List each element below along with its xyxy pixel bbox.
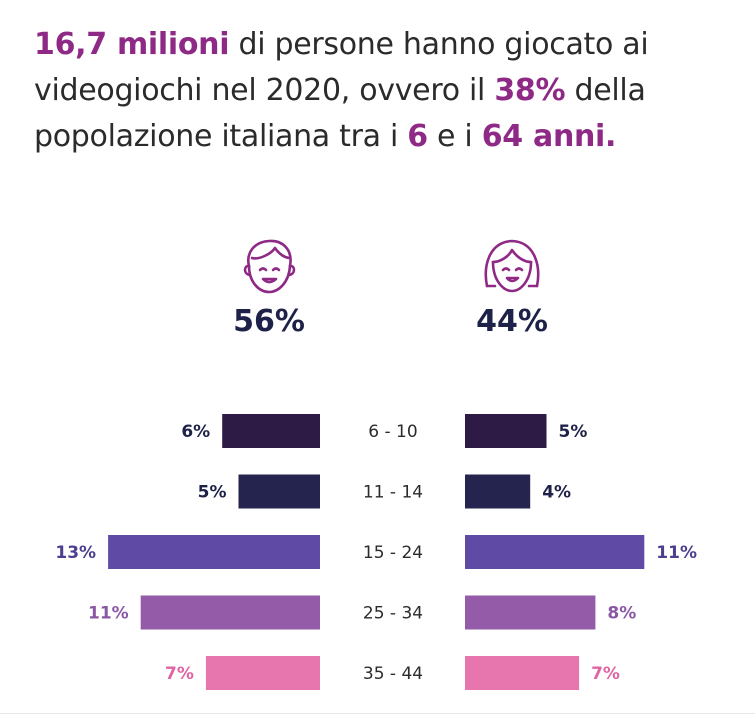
bar-label-right-0: 5%: [559, 422, 588, 442]
headline: 16,7 milioni di persone hanno giocato ai…: [34, 22, 734, 160]
bar-label-left-4: 7%: [165, 664, 194, 684]
male-percent: 56%: [233, 304, 305, 339]
age-gender-bar-chart: 6% 5% 6 - 10 5% 4% 11 - 14 13% 11% 15 - 24 11% 8% 2…: [55, 414, 697, 690]
bar-label-right-2: 11%: [656, 543, 697, 563]
bar-right-3: [465, 595, 596, 630]
category-label-0: 6 - 10: [368, 422, 417, 442]
bar-right-0: [465, 414, 547, 448]
headline-highlight-percent: 38%: [494, 73, 566, 108]
headline-highlight-max-age: 64 anni.: [481, 119, 617, 154]
headline-highlight-min-age: 6: [407, 119, 428, 154]
bar-left-1: [238, 474, 320, 509]
bar-label-right-3: 8%: [607, 604, 636, 624]
female-percent: 44%: [476, 304, 548, 339]
bar-left-0: [222, 414, 320, 448]
bottom-divider: [0, 713, 755, 714]
girl-face-icon: [484, 239, 540, 293]
bar-left-4: [205, 656, 320, 690]
bar-right-2: [465, 535, 645, 569]
headline-text-3: e i: [427, 119, 482, 154]
headline-highlight-people: 16,7 milioni: [34, 27, 230, 62]
headline-text-1: di persone hanno giocato ai videogiochi …: [34, 27, 649, 108]
bar-label-left-2: 13%: [55, 543, 96, 563]
bar-label-left-1: 5%: [198, 483, 227, 503]
bar-label-left-0: 6%: [181, 422, 210, 442]
bar-label-right-4: 7%: [591, 664, 620, 684]
bar-right-1: [465, 474, 531, 509]
bar-label-left-3: 11%: [88, 604, 129, 624]
category-label-4: 35 - 44: [363, 664, 423, 684]
headline-text-2: della popolazione italiana tra i: [34, 73, 646, 154]
bar-left-3: [140, 595, 320, 630]
category-label-1: 11 - 14: [363, 483, 423, 503]
bar-left-2: [108, 535, 320, 569]
category-label-2: 15 - 24: [363, 543, 423, 563]
bar-label-right-1: 4%: [542, 483, 571, 503]
boy-face-icon: [243, 239, 296, 294]
bar-right-4: [465, 656, 580, 690]
category-label-3: 25 - 34: [363, 604, 423, 624]
